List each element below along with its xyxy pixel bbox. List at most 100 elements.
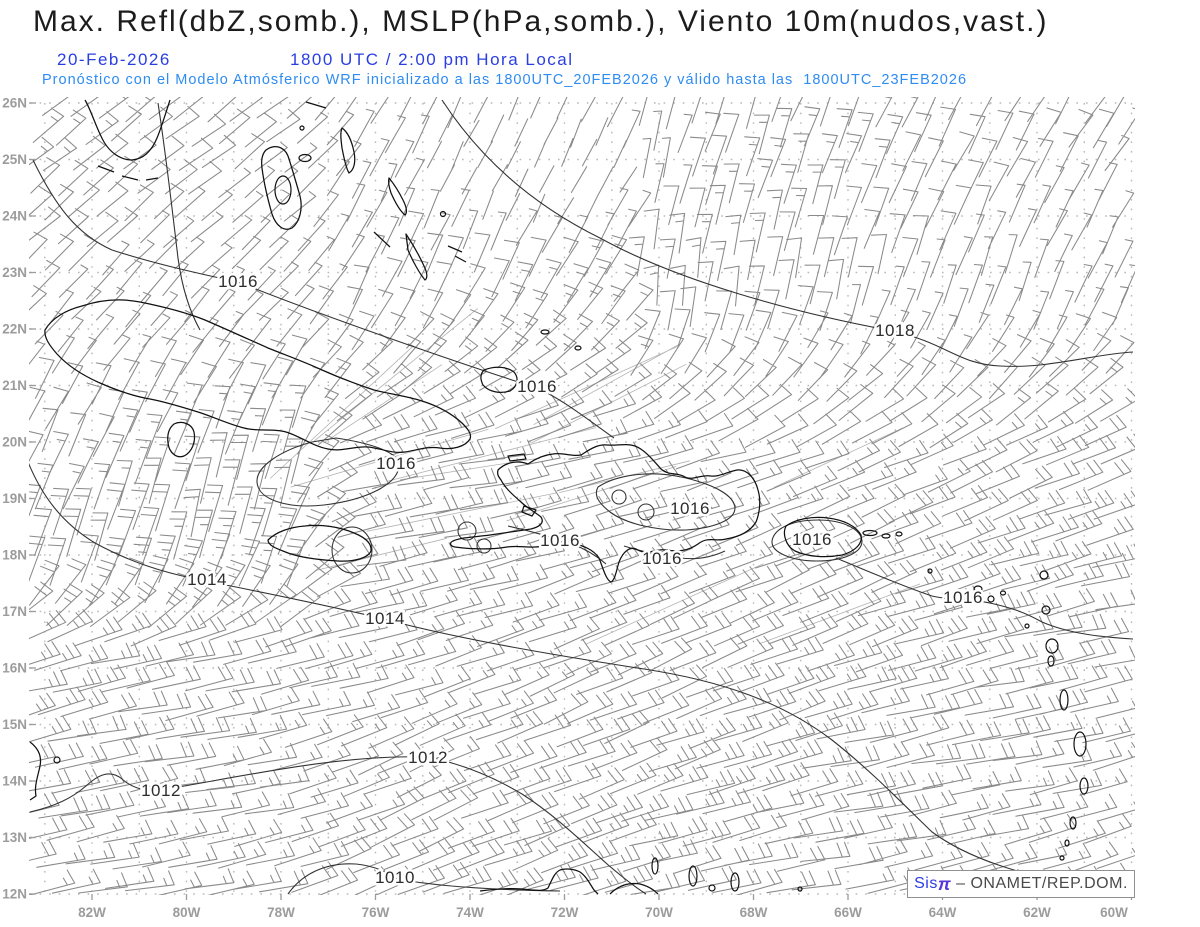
island	[1047, 655, 1055, 667]
isobar-ring	[476, 538, 492, 554]
coastline	[405, 233, 428, 281]
island	[987, 595, 995, 603]
island	[274, 175, 292, 205]
coastline	[97, 165, 159, 181]
isobar-line	[256, 437, 400, 507]
lat-label: 23N	[2, 265, 27, 280]
lon-label: 74W	[456, 905, 484, 920]
island	[1041, 605, 1051, 615]
wind-streaks	[269, 308, 921, 645]
isobar-line	[29, 462, 1099, 895]
lon-label: 78W	[267, 905, 295, 920]
coastline	[261, 146, 302, 230]
coastline	[387, 177, 408, 216]
coastline	[521, 505, 537, 517]
isobar-line	[287, 863, 561, 895]
coastline	[507, 453, 527, 462]
isobar-label: 1014	[187, 570, 227, 589]
island	[1073, 731, 1087, 757]
isobar-line	[771, 519, 863, 562]
lon-label: 70W	[645, 905, 673, 920]
watermark-organization: ONAMET/REP.DOM.	[970, 875, 1128, 892]
forecast-time: 1800 UTC / 2:00 pm Hora Local	[290, 50, 574, 69]
forecast-date: 20-Feb-2026	[57, 50, 171, 69]
map-layers: 1016 1018 1016 1016 1016 1016 1016 1016 1014 1016…	[29, 97, 1135, 895]
coastline	[373, 231, 391, 248]
lat-label: 22N	[2, 322, 27, 337]
isobar-line	[441, 99, 1134, 367]
page-title: Max. Refl(dbZ,somb.), MSLP(hPa,somb.), V…	[33, 5, 1049, 38]
datetime-line: 20-Feb-2026 1800 UTC / 2:00 pm Hora Loca…	[0, 50, 1200, 70]
watermark-separator: –	[951, 875, 971, 892]
lat-label: 15N	[2, 717, 27, 732]
isobar-line	[595, 473, 736, 531]
isobar-ring	[457, 521, 477, 541]
isobar-label: 1016	[517, 377, 557, 396]
island	[895, 531, 903, 537]
isobar-label: 1016	[792, 530, 832, 549]
island	[574, 345, 582, 351]
coastline	[29, 741, 42, 801]
lon-label: 80W	[173, 905, 201, 920]
island	[1059, 689, 1069, 711]
lon-label: 64W	[929, 905, 957, 920]
lon-label: 68W	[740, 905, 768, 920]
island	[797, 886, 803, 892]
coastline	[480, 366, 518, 393]
lat-label: 12N	[2, 887, 27, 902]
isobar-label: 1012	[408, 748, 448, 767]
isobar-ring	[611, 489, 627, 505]
island	[298, 153, 312, 163]
isobar-label: 1016	[943, 588, 983, 607]
lat-label: 17N	[2, 604, 27, 619]
island	[1069, 816, 1077, 830]
lon-label: 72W	[551, 905, 579, 920]
lat-label: 20N	[2, 435, 27, 450]
lat-label: 21N	[2, 378, 27, 393]
isobar-label: 1016	[670, 499, 710, 518]
island	[708, 884, 716, 892]
watermark-sis: Sis	[914, 875, 938, 892]
island	[1059, 855, 1065, 861]
coastline	[449, 444, 761, 583]
lon-label: 62W	[1023, 905, 1051, 920]
forecast-description: Pronóstico con el Modelo Atmósferico WRF…	[42, 72, 968, 88]
lat-label: 26N	[2, 96, 27, 111]
wind-barbs	[29, 97, 1135, 895]
island	[730, 872, 740, 892]
coastline	[447, 245, 467, 263]
watermark: Sis π – ONAMET/REP.DOM.	[907, 870, 1135, 898]
island	[688, 865, 698, 887]
isobar-line	[835, 557, 1134, 640]
isobar-ring	[637, 503, 655, 521]
coastline	[44, 299, 472, 454]
island	[973, 585, 983, 593]
degree-grid	[30, 102, 1133, 895]
isobar-label: 1016	[642, 549, 682, 568]
isobar-label: 1016	[540, 531, 580, 550]
lon-label: 76W	[362, 905, 390, 920]
isobar-line	[507, 525, 607, 565]
lon-label: 66W	[834, 905, 862, 920]
isobar-label: 1012	[141, 781, 181, 800]
lat-label: 25N	[2, 152, 27, 167]
isobar-label: 1016	[218, 272, 258, 291]
isobar-label: 1014	[365, 609, 405, 628]
lat-label: 18N	[2, 548, 27, 563]
lat-label: 16N	[2, 661, 27, 676]
coastline	[783, 516, 862, 558]
coastline	[340, 127, 356, 174]
island	[1079, 777, 1089, 795]
island	[540, 329, 550, 335]
island	[53, 756, 61, 764]
isobar-line	[157, 102, 201, 331]
isobar-label: 1018	[875, 321, 915, 340]
lat-label: 13N	[2, 830, 27, 845]
watermark-pi: π	[937, 874, 952, 894]
isobar-label: 1016	[376, 454, 416, 473]
island	[439, 210, 447, 218]
lat-label: 14N	[2, 774, 27, 789]
